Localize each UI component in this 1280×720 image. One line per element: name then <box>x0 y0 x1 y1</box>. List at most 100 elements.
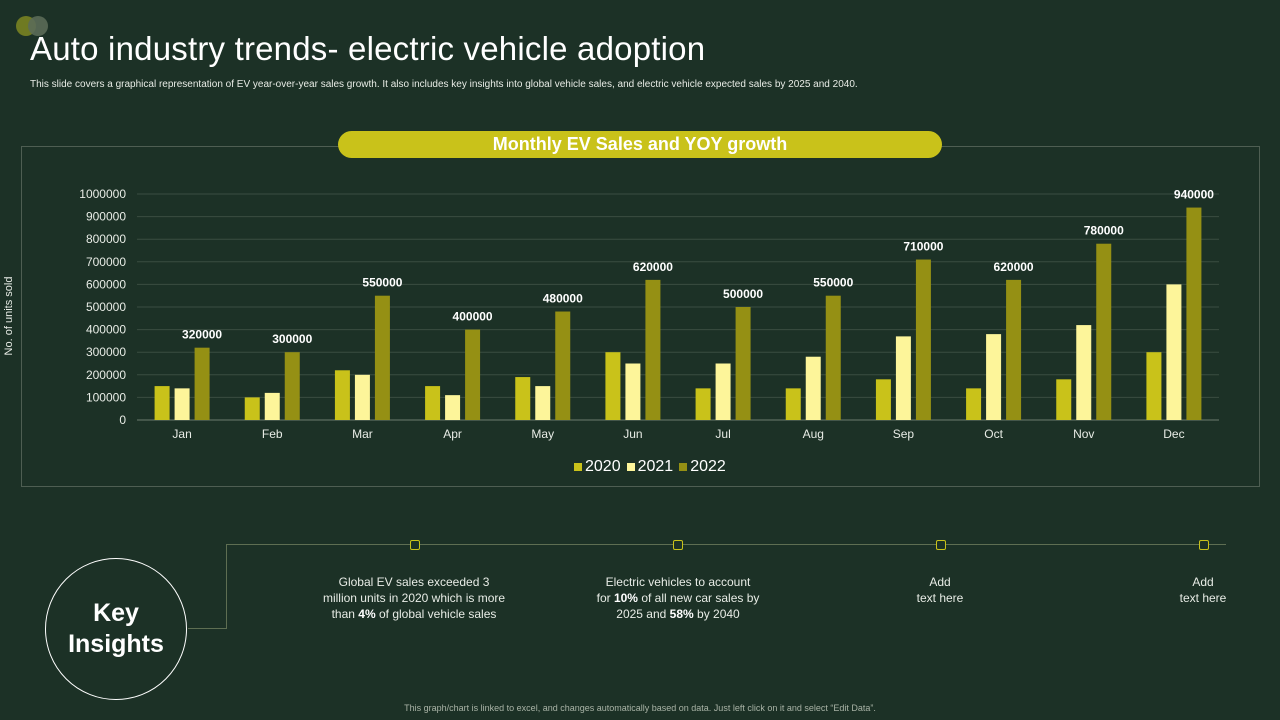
bar-2020-sep <box>875 379 891 420</box>
bar-2021-jun <box>625 363 641 420</box>
bar-2022-feb <box>284 352 300 420</box>
insight-2-text-a: for <box>596 591 614 605</box>
y-tick-label-300000: 300000 <box>86 345 126 359</box>
y-tick-label-0: 0 <box>119 413 126 427</box>
x-tick-label-dec: Dec <box>1163 427 1184 441</box>
bar-2020-may <box>515 377 531 420</box>
insight-2-highlight-b: 58% <box>669 607 694 621</box>
footer-note: This graph/chart is linked to excel, and… <box>404 703 876 713</box>
data-label-jan: 320000 <box>182 328 222 342</box>
bar-2022-aug <box>825 295 841 420</box>
bar-2021-sep <box>895 336 911 420</box>
insight-4[interactable]: Add text here <box>1093 574 1280 606</box>
y-tick-label-900000: 900000 <box>86 210 126 224</box>
y-tick-label-100000: 100000 <box>86 390 126 404</box>
bar-2020-jul <box>695 388 711 420</box>
bar-2020-dec <box>1146 352 1162 420</box>
insight-1-text-b: of global vehicle sales <box>375 607 497 621</box>
insight-1-line1: Global EV sales exceeded 3 <box>338 575 490 589</box>
insight-2-text-c: 2025 and <box>616 607 670 621</box>
data-label-jul: 500000 <box>723 287 763 301</box>
insight-2-text-b: of all new car sales by <box>637 591 760 605</box>
bar-2020-jun <box>605 352 621 420</box>
data-label-oct: 620000 <box>994 260 1034 274</box>
bar-2022-oct <box>1006 279 1022 420</box>
x-tick-label-jan: Jan <box>172 427 191 441</box>
bar-2021-oct <box>986 334 1002 420</box>
x-tick-label-oct: Oct <box>984 427 1003 441</box>
insight-3-line2: text here <box>916 591 964 605</box>
x-tick-label-mar: Mar <box>352 427 373 441</box>
insight-1-text-a: than <box>331 607 359 621</box>
bar-2022-jan <box>194 347 210 420</box>
legend-swatch-2022 <box>679 463 688 471</box>
bar-2022-apr <box>465 329 481 420</box>
data-label-aug: 550000 <box>813 276 853 290</box>
bar-2021-dec <box>1166 284 1182 420</box>
x-tick-label-aug: Aug <box>803 427 824 441</box>
key-insights-heading-line2: Insights <box>68 630 164 658</box>
legend-label-2020: 2020 <box>585 458 621 475</box>
y-tick-label-600000: 600000 <box>86 277 126 291</box>
insight-3[interactable]: Add text here <box>830 574 1050 606</box>
timeline-marker-4 <box>1199 540 1209 550</box>
bar-2022-may <box>555 311 571 420</box>
bar-2021-nov <box>1076 325 1092 420</box>
data-label-sep: 710000 <box>903 240 943 254</box>
bar-2022-sep <box>915 259 931 420</box>
y-tick-label-500000: 500000 <box>86 300 126 314</box>
bar-2020-aug <box>785 388 801 420</box>
timeline-marker-1 <box>410 540 420 550</box>
y-tick-label-800000: 800000 <box>86 232 126 246</box>
timeline-line <box>226 544 1226 545</box>
insight-1: Global EV sales exceeded 3 million units… <box>304 574 524 622</box>
legend-item-2022: 2022 <box>679 458 726 476</box>
bar-2020-mar <box>334 370 350 420</box>
bar-2021-apr <box>445 395 461 420</box>
data-label-jun: 620000 <box>633 260 673 274</box>
x-tick-label-sep: Sep <box>893 427 915 441</box>
insight-3-line1: Add <box>929 575 951 589</box>
bar-2020-oct <box>966 388 982 420</box>
y-tick-label-200000: 200000 <box>86 368 126 382</box>
logo-dot-right <box>28 16 48 36</box>
chart-legend: 2020 2021 2022 <box>574 458 726 476</box>
insight-1-line2: million units in 2020 which is more <box>322 591 506 605</box>
x-tick-label-apr: Apr <box>443 427 462 441</box>
insight-2-highlight-a: 10% <box>613 591 638 605</box>
data-label-may: 480000 <box>543 292 583 306</box>
legend-label-2022: 2022 <box>690 458 726 475</box>
legend-label-2021: 2021 <box>637 458 674 475</box>
insight-2-line1: Electric vehicles to account <box>605 575 751 589</box>
x-tick-label-feb: Feb <box>262 427 283 441</box>
x-tick-label-may: May <box>531 427 554 441</box>
timeline-marker-2 <box>673 540 683 550</box>
chart-title: Monthly EV Sales and YOY growth <box>338 131 942 158</box>
bar-2020-nov <box>1056 379 1072 420</box>
page-subtitle: This slide covers a graphical representa… <box>30 79 858 90</box>
bar-2022-dec <box>1186 207 1202 420</box>
insight-4-line2: text here <box>1179 591 1227 605</box>
x-tick-label-jul: Jul <box>715 427 730 441</box>
page-title: Auto industry trends- electric vehicle a… <box>30 30 706 67</box>
y-tick-label-700000: 700000 <box>86 255 126 269</box>
legend-item-2020: 2020 <box>574 458 621 476</box>
legend-swatch-2021 <box>626 463 635 471</box>
timeline-connector-vertical <box>226 544 227 629</box>
data-label-dec: 940000 <box>1174 188 1214 202</box>
y-tick-label-1000000: 1000000 <box>79 187 126 201</box>
bar-2021-aug <box>805 356 821 420</box>
insight-1-highlight: 4% <box>358 607 376 621</box>
bar-2021-jul <box>715 363 731 420</box>
logo-dots <box>16 16 52 38</box>
legend-item-2021: 2021 <box>626 458 674 476</box>
bar-2022-nov <box>1096 243 1112 420</box>
data-label-feb: 300000 <box>272 332 312 346</box>
data-label-mar: 550000 <box>362 276 402 290</box>
x-tick-label-nov: Nov <box>1073 427 1094 441</box>
data-label-apr: 400000 <box>453 310 493 324</box>
key-insights-heading: Key Insights <box>68 598 164 660</box>
bar-2020-jan <box>154 386 170 420</box>
bar-2021-jan <box>174 388 190 420</box>
